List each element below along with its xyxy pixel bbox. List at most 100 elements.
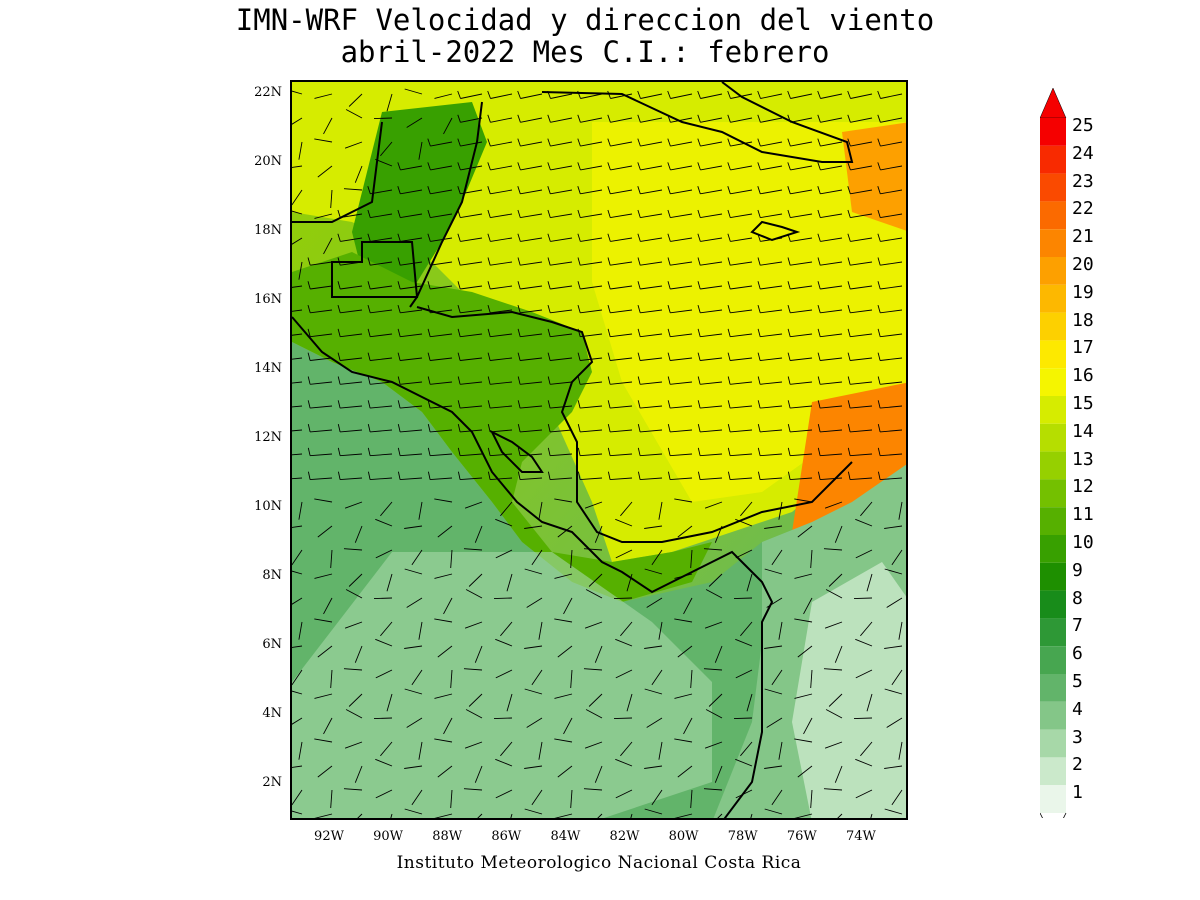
wind-barb-feather bbox=[487, 471, 491, 480]
wind-barb-feather bbox=[757, 209, 761, 218]
wind-barb bbox=[880, 381, 903, 385]
latitude-label: 16N bbox=[254, 292, 282, 307]
wind-barb-feather bbox=[667, 447, 671, 456]
wind-barb-feather bbox=[817, 257, 821, 266]
wind-barb bbox=[820, 405, 843, 409]
wind-barb bbox=[790, 237, 813, 242]
wind-barb bbox=[610, 213, 633, 219]
colorbar-swatch bbox=[1040, 479, 1066, 508]
wind-barb bbox=[810, 669, 813, 689]
wind-barb-feather bbox=[577, 257, 581, 266]
wind-barb bbox=[434, 738, 453, 743]
wind-barb bbox=[760, 453, 783, 457]
wind-barb bbox=[760, 477, 783, 481]
wind-barb bbox=[370, 189, 393, 195]
wind-barb bbox=[430, 429, 453, 433]
wind-barb bbox=[644, 765, 663, 769]
wind-barb bbox=[292, 237, 303, 245]
wind-barb-feather bbox=[607, 90, 611, 99]
wind-barb bbox=[884, 568, 903, 575]
wind-barb bbox=[418, 621, 423, 640]
wind-barb bbox=[430, 477, 453, 481]
colorbar-swatch bbox=[1040, 757, 1066, 786]
wind-barb-feather bbox=[307, 400, 311, 409]
wind-barb-feather bbox=[847, 114, 851, 123]
wind-barb-feather bbox=[847, 138, 851, 147]
wind-barb bbox=[850, 213, 873, 219]
wind-barb bbox=[310, 381, 333, 385]
wind-barb bbox=[585, 589, 603, 599]
wind-barb bbox=[730, 309, 753, 314]
colorbar-swatch bbox=[1040, 312, 1066, 341]
wind-barb bbox=[860, 501, 873, 517]
wind-barb bbox=[430, 405, 453, 409]
wind-barb bbox=[626, 573, 633, 592]
wind-barb bbox=[640, 453, 663, 457]
wind-barb-feather bbox=[757, 423, 761, 433]
wind-barb bbox=[460, 309, 483, 314]
wind-barb-feather bbox=[367, 400, 371, 409]
wind-barb-feather bbox=[847, 352, 851, 361]
wind-barb bbox=[730, 285, 753, 290]
wind-barb-feather bbox=[547, 328, 551, 337]
wind-speed-field bbox=[292, 82, 906, 818]
wind-barb bbox=[884, 688, 903, 695]
wind-barb bbox=[434, 693, 453, 699]
wind-barb bbox=[314, 138, 333, 143]
longitude-label: 82W bbox=[609, 829, 640, 844]
wind-barb-feather bbox=[547, 447, 551, 456]
wind-barb-feather bbox=[667, 209, 671, 218]
wind-barb-feather bbox=[547, 233, 551, 242]
wind-barb bbox=[468, 573, 483, 587]
wind-barb-feather bbox=[637, 209, 641, 218]
wind-barb-feather bbox=[577, 233, 581, 242]
wind-barb bbox=[340, 357, 363, 361]
wind-barb bbox=[464, 741, 483, 749]
wind-barb bbox=[386, 93, 393, 112]
wind-barb-feather bbox=[637, 304, 641, 313]
wind-barb-feather bbox=[787, 400, 791, 409]
wind-barb bbox=[778, 621, 783, 640]
wind-barb-feather bbox=[517, 304, 521, 313]
wind-barb bbox=[570, 669, 573, 689]
central-america-land bbox=[292, 252, 712, 602]
wind-barb-feather bbox=[427, 328, 431, 337]
wind-barb-feather bbox=[457, 376, 461, 385]
colorbar-swatch bbox=[1040, 535, 1066, 563]
wind-barb bbox=[330, 189, 333, 209]
wind-barb bbox=[790, 117, 813, 123]
wind-barb bbox=[460, 405, 483, 409]
wind-barb bbox=[794, 813, 813, 818]
wind-barb-feather bbox=[427, 186, 431, 194]
wind-barb bbox=[430, 213, 453, 219]
wind-barb-feather bbox=[667, 233, 671, 242]
wind-barb bbox=[790, 405, 813, 409]
wind-barb bbox=[495, 669, 513, 679]
wind-barb bbox=[570, 789, 573, 809]
wind-barb-feather bbox=[427, 304, 431, 313]
wind-barb bbox=[343, 788, 363, 791]
wind-barb bbox=[670, 117, 693, 123]
wind-barb bbox=[580, 381, 603, 385]
wind-barb-feather bbox=[847, 186, 851, 194]
wind-barb-feather bbox=[457, 304, 461, 313]
wind-barb bbox=[354, 525, 363, 543]
wind-barb bbox=[490, 189, 513, 195]
wind-barb bbox=[820, 237, 843, 242]
wind-barb bbox=[683, 597, 693, 615]
wind-barb-feather bbox=[307, 471, 311, 480]
wind-barb-feather bbox=[757, 114, 761, 123]
colorbar-label: 19 bbox=[1072, 281, 1094, 303]
wind-barb-feather bbox=[397, 471, 401, 480]
wind-barb bbox=[557, 765, 573, 778]
wind-barb bbox=[380, 741, 393, 757]
wind-barb-feather bbox=[427, 423, 431, 433]
wind-barb-feather bbox=[757, 281, 761, 290]
wind-barb bbox=[490, 309, 513, 314]
wind-barb bbox=[400, 333, 423, 338]
wind-barb bbox=[760, 357, 783, 361]
wind-barb-feather bbox=[547, 186, 551, 194]
wind-barb bbox=[411, 669, 423, 686]
wind-barb-feather bbox=[787, 281, 791, 290]
wind-barb-feather bbox=[727, 376, 731, 385]
